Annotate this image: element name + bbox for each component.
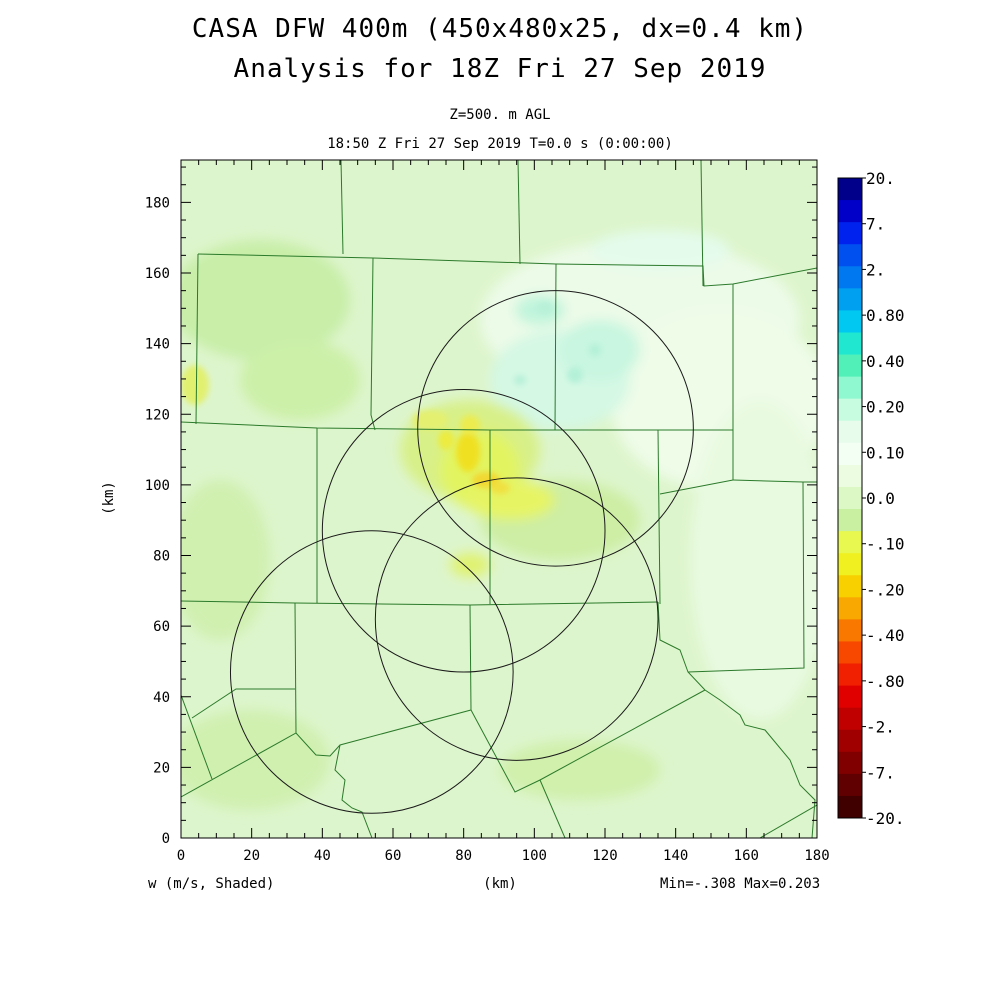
y-tick-label: 40 xyxy=(153,690,170,706)
x-tick-label: 0 xyxy=(177,848,185,864)
colorbar-label: -7. xyxy=(866,763,895,782)
colorbar-label: -2. xyxy=(866,718,895,737)
colorbar-swatch xyxy=(838,178,862,201)
radar-rings xyxy=(229,290,694,814)
colorbar-swatch xyxy=(838,729,862,753)
colorbar-swatch xyxy=(838,795,862,819)
colorbar-label: 0.0 xyxy=(866,489,895,508)
colorbar-label: 0.10 xyxy=(866,443,905,462)
colorbar-swatch xyxy=(838,310,862,333)
colorbar-label: -.20 xyxy=(866,580,905,599)
colorbar-swatch xyxy=(838,420,862,444)
y-tick-label: 120 xyxy=(145,407,170,423)
colorbar-swatch xyxy=(838,663,862,687)
y-axis-label: (km) xyxy=(100,481,117,515)
x-tick-label: 160 xyxy=(734,848,759,864)
colorbar-labels: 20. 7. 2. 0.80 0.40 0.20 0.10 0.0 -.10 -.20 -.40 -.… xyxy=(866,169,905,828)
colorbar-swatch xyxy=(838,553,862,576)
radar-ring-3 xyxy=(374,477,659,761)
colorbar-swatch xyxy=(838,200,862,223)
colorbar-swatch xyxy=(838,464,862,488)
y-tick-label: 100 xyxy=(145,478,170,494)
colorbar-swatch xyxy=(838,773,862,797)
colorbar-swatch xyxy=(838,685,862,709)
colorbar-swatch xyxy=(838,597,862,620)
colorbar-swatch xyxy=(838,398,862,422)
radar-ring-4 xyxy=(229,530,514,814)
y-tick-label: 0 xyxy=(162,831,170,847)
county-boundaries xyxy=(181,160,817,838)
colorbar-swatch xyxy=(838,376,862,400)
colorbar-swatch xyxy=(838,266,862,289)
colorbar-swatch xyxy=(838,332,862,356)
colorbar-label: -20. xyxy=(866,809,905,828)
min-max-label: Min=-.308 Max=0.203 xyxy=(660,876,821,892)
colorbar-label: -.10 xyxy=(866,535,905,554)
colorbar-swatch xyxy=(838,442,862,466)
x-tick-label: 60 xyxy=(385,848,402,864)
colorbar-swatch xyxy=(838,222,862,245)
y-tick-label: 60 xyxy=(153,619,170,635)
time-label: 18:50 Z Fri 27 Sep 2019 T=0.0 s (0:00:00… xyxy=(327,136,673,152)
x-tick-label: 120 xyxy=(592,848,617,864)
colorbar-swatch xyxy=(838,531,862,554)
x-tick-label: 140 xyxy=(663,848,688,864)
y-tick-label: 80 xyxy=(153,549,170,565)
plot-title: CASA DFW 400m (450x480x25, dx=0.4 km) xyxy=(191,14,809,44)
colorbar-swatch xyxy=(838,575,862,598)
radar-ring-1 xyxy=(417,290,694,567)
y-tick-label: 140 xyxy=(145,337,170,353)
level-label: Z=500. m AGL xyxy=(449,107,551,123)
colorbar-swatch xyxy=(838,354,862,378)
colorbar-swatch xyxy=(838,707,862,731)
x-tick-label: 80 xyxy=(455,848,472,864)
colorbar-swatch xyxy=(838,641,862,665)
colorbar-label: 0.20 xyxy=(866,398,905,417)
colorbar-swatch xyxy=(838,751,862,775)
colorbar-swatch xyxy=(838,486,862,510)
colorbar-label: 0.80 xyxy=(866,306,905,325)
axis-tick-labels: 0 20 40 60 80 100 120 140 160 180 0 20 40 60 80 100 120 1… xyxy=(145,195,830,864)
plot-subtitle: Analysis for 18Z Fri 27 Sep 2019 xyxy=(233,54,767,84)
colorbar-swatch xyxy=(838,509,862,532)
axis-ticks xyxy=(180,160,818,839)
field-label: w (m/s, Shaded) xyxy=(148,876,275,892)
x-tick-label: 180 xyxy=(804,848,829,864)
colorbar-swatch xyxy=(838,619,862,642)
colorbar-swatch xyxy=(838,288,862,311)
colorbar-label: 2. xyxy=(866,260,885,279)
x-tick-label: 20 xyxy=(243,848,260,864)
colorbar-label: 7. xyxy=(866,215,885,234)
x-tick-label: 100 xyxy=(522,848,547,864)
colorbar-label: -.40 xyxy=(866,626,905,645)
x-axis-label: (km) xyxy=(483,876,517,892)
y-tick-label: 160 xyxy=(145,266,170,282)
x-tick-label: 40 xyxy=(314,848,331,864)
colorbar xyxy=(837,177,866,819)
colorbar-label: -.80 xyxy=(866,672,905,691)
radar-ring-2 xyxy=(321,389,606,673)
colorbar-label: 0.40 xyxy=(866,352,905,371)
colorbar-label: 20. xyxy=(866,169,895,188)
y-tick-label: 20 xyxy=(153,760,170,776)
y-tick-label: 180 xyxy=(145,195,170,211)
colorbar-swatch xyxy=(838,244,862,267)
